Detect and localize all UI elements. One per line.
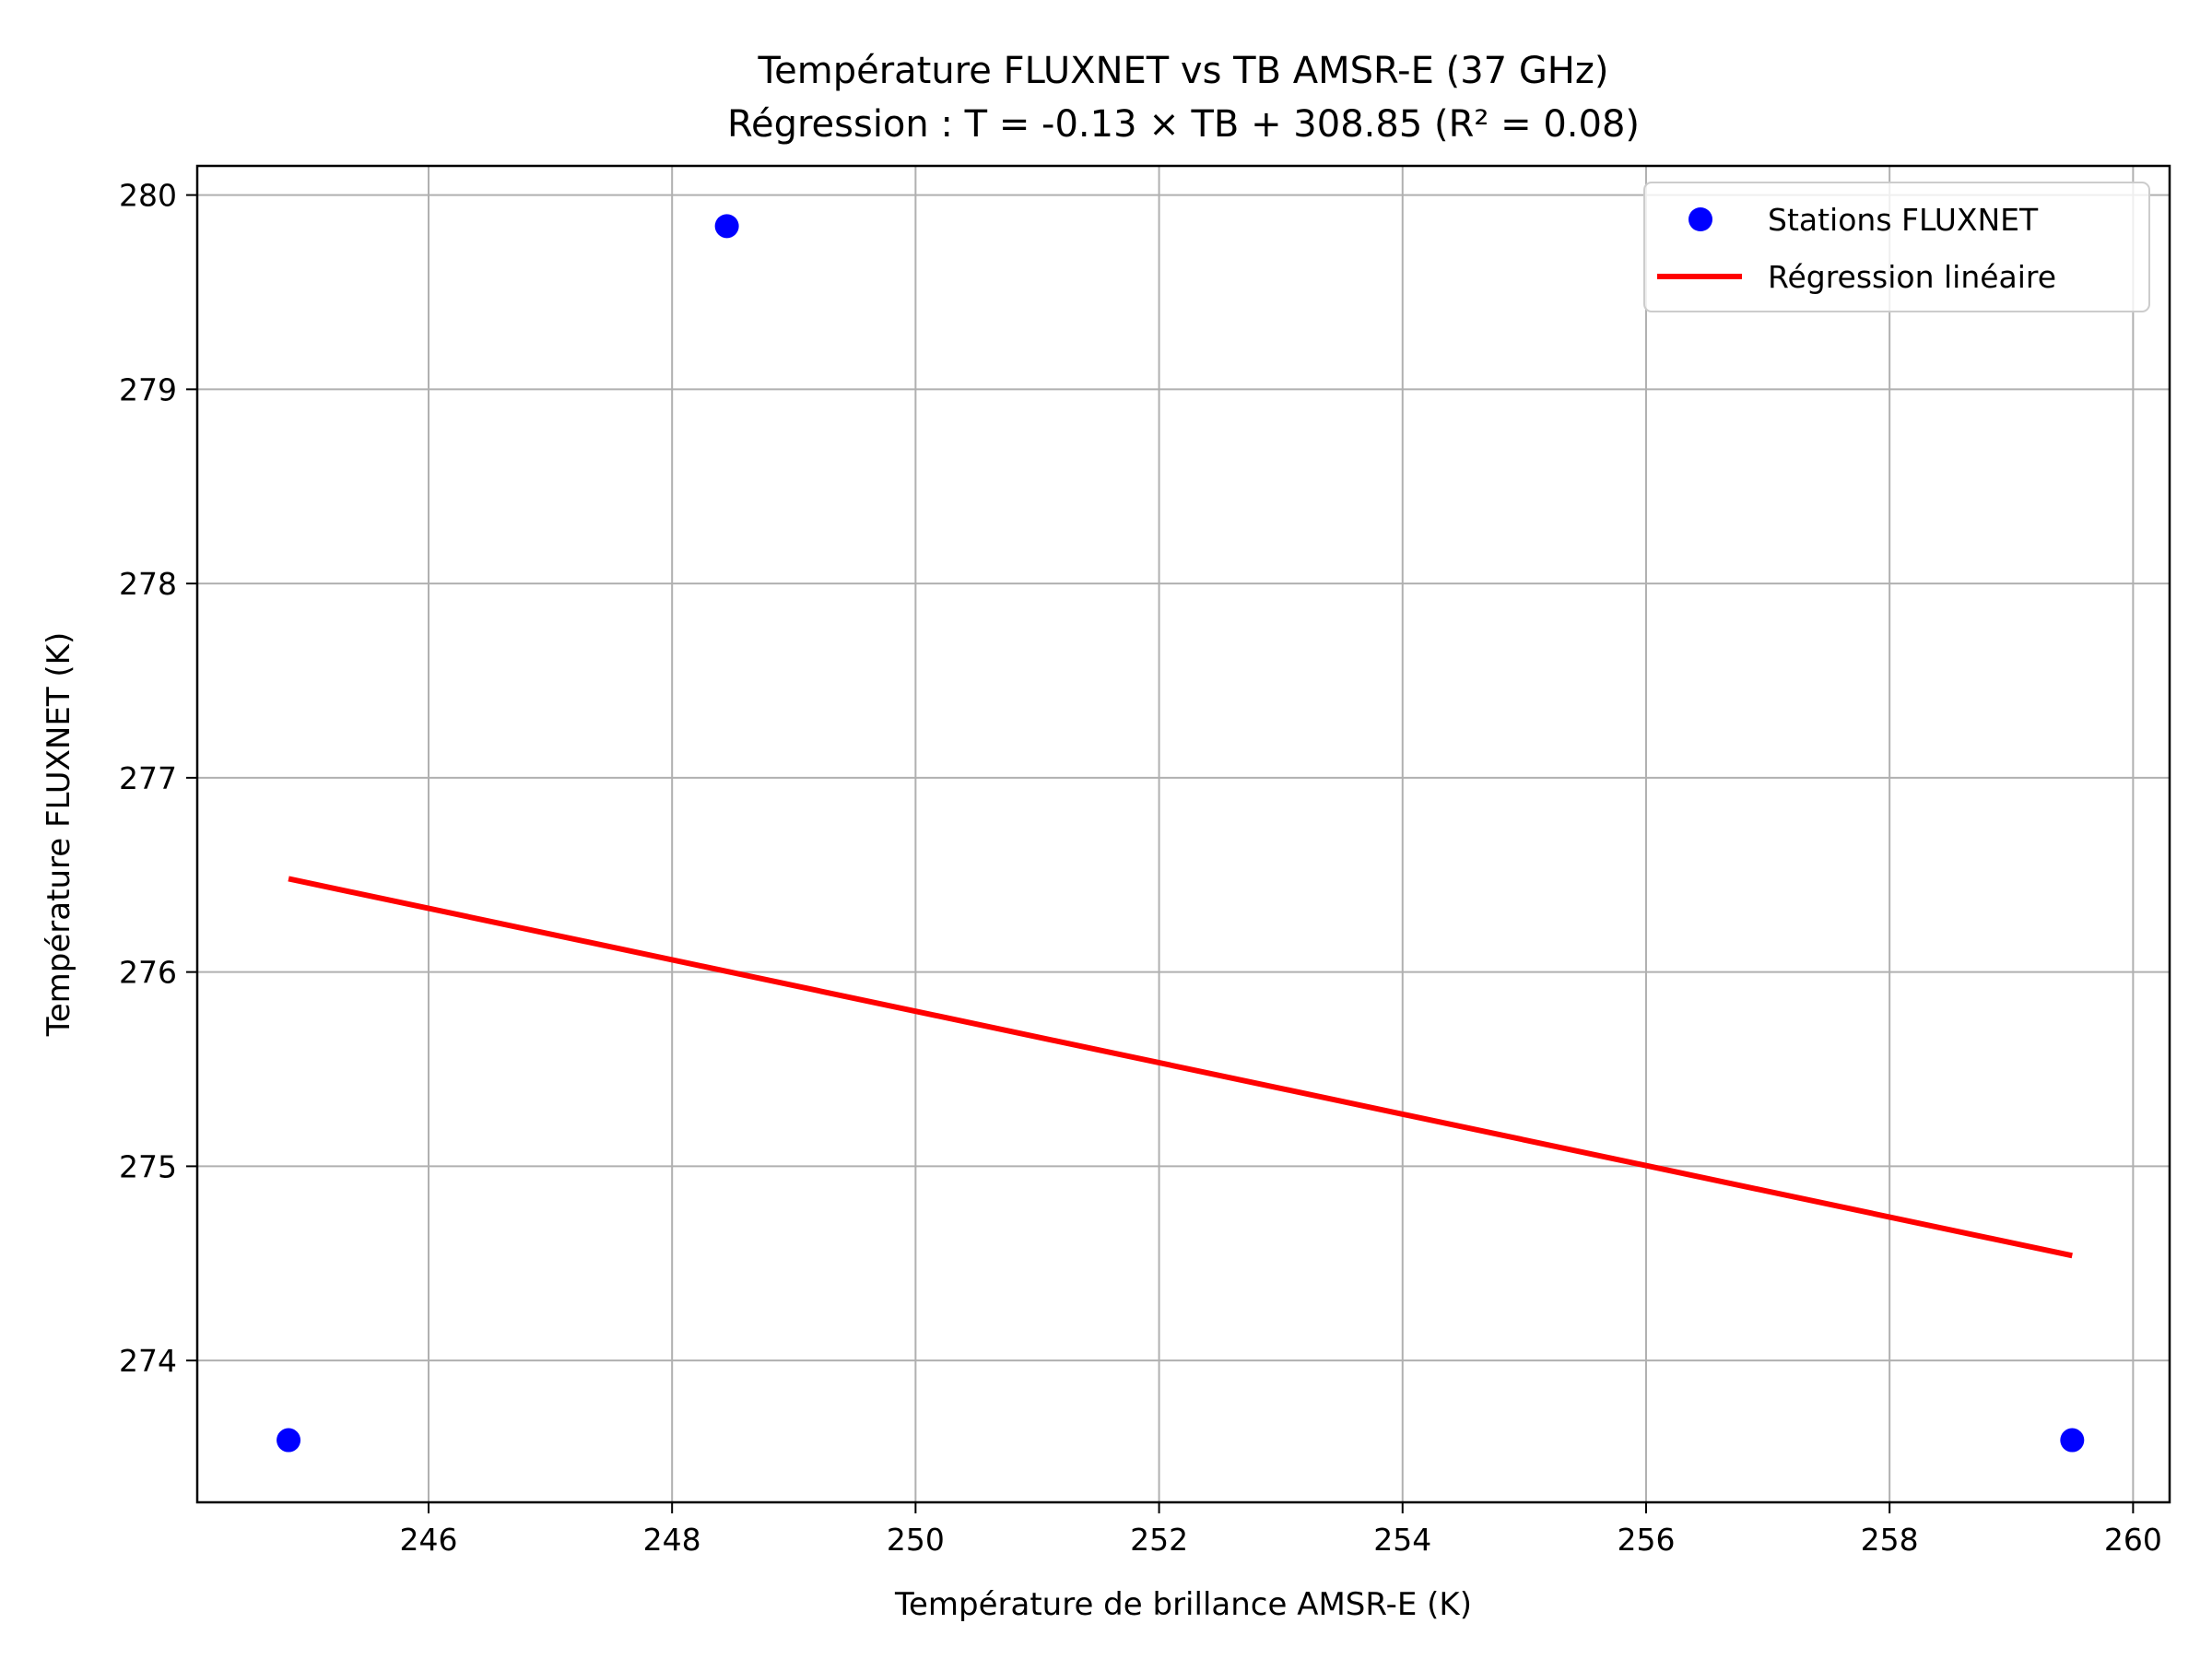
grid-lines (197, 166, 2170, 1502)
x-tick-label: 256 (1617, 1522, 1675, 1558)
axes-frame (195, 164, 2171, 1504)
x-tick-label: 254 (1373, 1522, 1431, 1558)
y-tick-label: 280 (119, 178, 177, 214)
y-tick-label: 279 (119, 371, 177, 407)
x-tick-label: 246 (399, 1522, 457, 1558)
legend-label-stations: Stations FLUXNET (1768, 202, 2039, 238)
axis-ticks: 246 248 250 252 254 256 258 260 274 275 276 277 278 2… (119, 178, 2162, 1558)
y-tick-label: 274 (119, 1343, 177, 1379)
regression-line (288, 876, 2073, 1259)
x-axis-label: Température de brillance AMSR-E (K) (894, 1586, 1472, 1623)
station-point (276, 1428, 301, 1453)
station-point (714, 214, 739, 239)
legend-label-regression: Régression linéaire (1768, 259, 2056, 295)
y-tick-label: 277 (119, 760, 177, 796)
y-axis-label: Température FLUXNET (K) (41, 632, 77, 1037)
y-tick-label: 275 (119, 1148, 177, 1184)
x-tick-label: 248 (643, 1522, 701, 1558)
x-tick-label: 250 (887, 1522, 945, 1558)
y-tick-label: 278 (119, 566, 177, 602)
x-tick-label: 258 (1861, 1522, 1919, 1558)
x-tick-label: 260 (2104, 1522, 2162, 1558)
chart-title: Température FLUXNET vs TB AMSR-E (37 GHz… (758, 50, 1609, 92)
chart-subtitle: Régression : T = -0.13 × TB + 308.85 (R²… (727, 103, 1640, 146)
y-tick-label: 276 (119, 955, 177, 991)
station-point (2060, 1428, 2085, 1453)
legend-box (1643, 182, 2150, 312)
legend: Stations FLUXNET Régression linéaire (1643, 182, 2150, 312)
x-tick-label: 252 (1130, 1522, 1188, 1558)
legend-marker-stations (1688, 207, 1712, 231)
plot-marks (276, 214, 2085, 1453)
